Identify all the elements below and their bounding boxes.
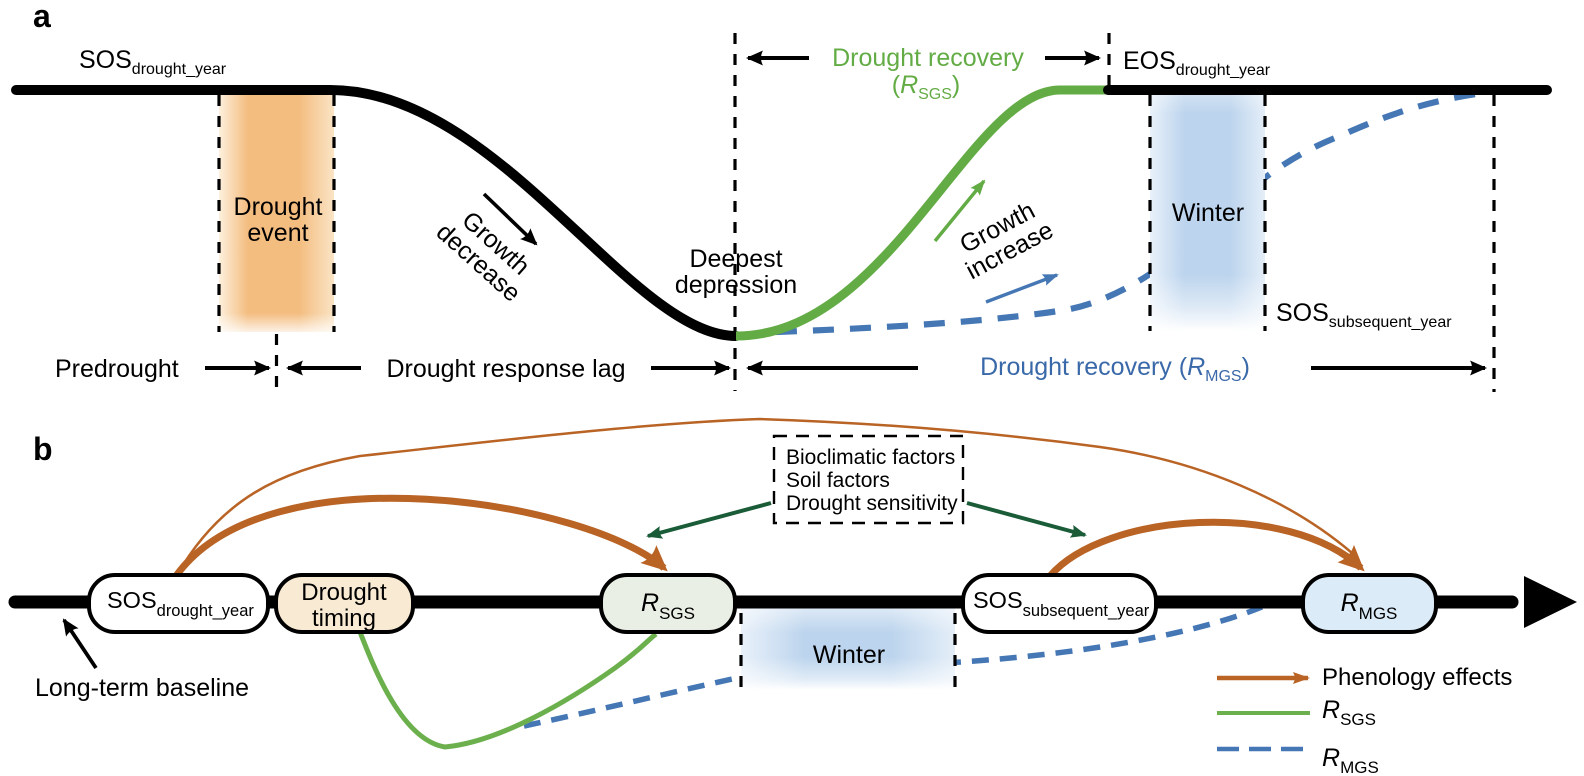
svg-text:Deepest: Deepest [689,245,782,273]
svg-text:depression: depression [675,271,797,299]
svg-text:RSGS: RSGS [641,589,695,623]
svg-text:Long-term baseline: Long-term baseline [35,674,249,702]
svg-text:Drought sensitivity: Drought sensitivity [786,492,958,515]
svg-text:SOSdrought_year: SOSdrought_year [79,46,227,78]
svg-text:Bioclimatic factors: Bioclimatic factors [786,446,955,469]
svg-text:(RSGS): (RSGS) [892,71,961,103]
svg-text:Drought: Drought [301,579,387,606]
svg-text:Drought recovery: Drought recovery [832,44,1024,72]
svg-text:event: event [247,219,308,247]
svg-text:Predrought: Predrought [55,355,179,383]
svg-text:a: a [33,0,51,34]
svg-text:EOSdrought_year: EOSdrought_year [1123,47,1271,79]
svg-text:SOSsubsequent_year: SOSsubsequent_year [1276,299,1452,331]
svg-text:Drought response lag: Drought response lag [386,355,625,383]
svg-text:Phenology effects: Phenology effects [1322,664,1512,691]
svg-text:RMGS: RMGS [1341,589,1398,623]
svg-text:RMGS: RMGS [1322,744,1379,776]
svg-text:RSGS: RSGS [1322,696,1376,729]
svg-text:b: b [33,431,53,467]
svg-text:Winter: Winter [813,641,885,669]
svg-text:Winter: Winter [1172,199,1244,227]
svg-text:Drought recovery (RMGS): Drought recovery (RMGS) [980,353,1250,385]
svg-text:timing: timing [312,605,376,632]
svg-text:Soil factors: Soil factors [786,469,890,492]
svg-text:Drought: Drought [234,193,323,221]
